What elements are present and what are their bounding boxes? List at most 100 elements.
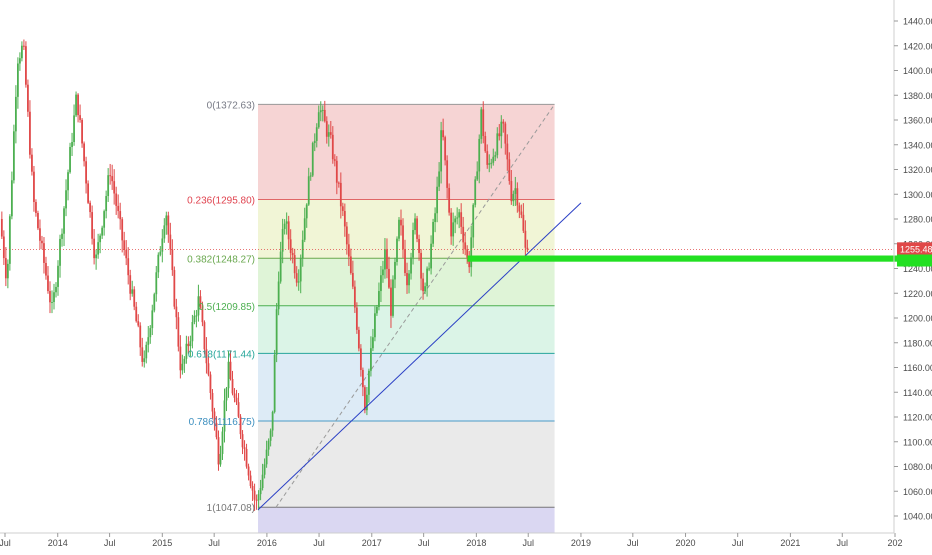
candle-body: [460, 212, 463, 227]
candle: [468, 250, 471, 273]
candle-body: [370, 348, 372, 371]
candle: [430, 235, 432, 275]
candle-body: [91, 212, 94, 239]
candle: [329, 120, 332, 139]
candle-body: [147, 337, 150, 345]
candle-body: [129, 275, 132, 294]
candle-body: [4, 258, 7, 279]
candle: [432, 218, 434, 248]
candle: [474, 176, 477, 208]
candle-body: [468, 257, 471, 268]
candle: [177, 312, 180, 352]
y-tick-label: 1440.00: [903, 17, 932, 27]
candle: [374, 306, 376, 342]
candle: [287, 215, 290, 250]
candle-body: [257, 494, 260, 501]
candle: [522, 203, 525, 234]
candle-body: [115, 193, 118, 206]
candle-body: [267, 440, 270, 450]
candle: [71, 132, 73, 156]
candle-body: [317, 112, 320, 128]
x-tick-label: Jul: [627, 538, 639, 548]
candle-body: [526, 247, 529, 250]
candle-body: [291, 252, 294, 256]
candle: [87, 180, 89, 205]
candle-body: [349, 256, 352, 273]
candle-body: [506, 143, 509, 160]
candle-body: [139, 325, 142, 348]
candle: [464, 231, 467, 256]
candle: [426, 266, 428, 297]
candle: [123, 231, 126, 256]
candle: [275, 303, 278, 363]
candle-body: [27, 84, 29, 112]
candle: [404, 239, 406, 277]
candle-body: [404, 249, 406, 274]
candle: [448, 183, 451, 216]
candle: [424, 282, 426, 295]
candle: [293, 248, 296, 279]
x-tick-label: 2020: [676, 538, 696, 548]
trendline: [257, 202, 582, 511]
candle-body: [211, 392, 214, 412]
candle: [343, 203, 346, 237]
candle-body: [173, 270, 176, 307]
last-price-badge-text: 1255.48: [900, 244, 932, 254]
candle-body: [430, 243, 432, 269]
candle: [444, 135, 447, 166]
candle: [273, 349, 276, 414]
candle-body: [243, 447, 246, 449]
candle: [283, 219, 286, 235]
candle: [454, 215, 457, 234]
candle: [73, 104, 75, 146]
candle: [159, 246, 162, 257]
candle: [466, 245, 469, 264]
candle: [213, 407, 216, 431]
candle: [83, 141, 85, 167]
candle: [460, 203, 463, 235]
candle: [480, 107, 483, 144]
candle: [366, 386, 368, 416]
candle-body: [23, 45, 25, 47]
candle: [169, 222, 172, 255]
candle-body: [53, 292, 55, 303]
x-axis[interactable]: Jul 2014 Jul 2015 Jul 2016 Jul 2017 Jul 2018 Jul 20…: [0, 532, 903, 548]
candle: [353, 280, 356, 313]
candle-body: [414, 218, 416, 231]
fib-level-label: 0(1372.63): [207, 100, 255, 111]
candle-body: [41, 240, 43, 244]
candle: [309, 172, 312, 181]
fib-zone-1: [258, 507, 555, 533]
candle: [229, 350, 232, 381]
candle-body: [261, 474, 264, 489]
candle-body: [253, 490, 256, 500]
candle: [65, 179, 67, 217]
candle: [10, 171, 13, 220]
candle-body: [458, 212, 461, 218]
candle: [361, 367, 364, 397]
candle: [484, 131, 487, 153]
candle-body: [295, 273, 298, 283]
candle-body: [281, 228, 284, 252]
candle-body: [333, 159, 336, 161]
overlay-layer: [0, 202, 932, 511]
candle-body: [81, 119, 83, 144]
candle: [315, 123, 318, 148]
candle-body: [366, 394, 368, 411]
candle: [321, 105, 324, 122]
candle-body: [121, 219, 124, 241]
candle: [53, 283, 55, 310]
candle-body: [446, 160, 449, 188]
candle: [478, 134, 481, 184]
candle-body: [233, 393, 236, 398]
candle: [305, 203, 308, 228]
fib-diagonal-line: [275, 104, 555, 508]
candle: [19, 52, 21, 71]
candle: [410, 252, 412, 280]
candle-body: [259, 488, 262, 495]
candle: [137, 314, 140, 328]
candle: [131, 280, 134, 297]
candle: [199, 290, 202, 309]
